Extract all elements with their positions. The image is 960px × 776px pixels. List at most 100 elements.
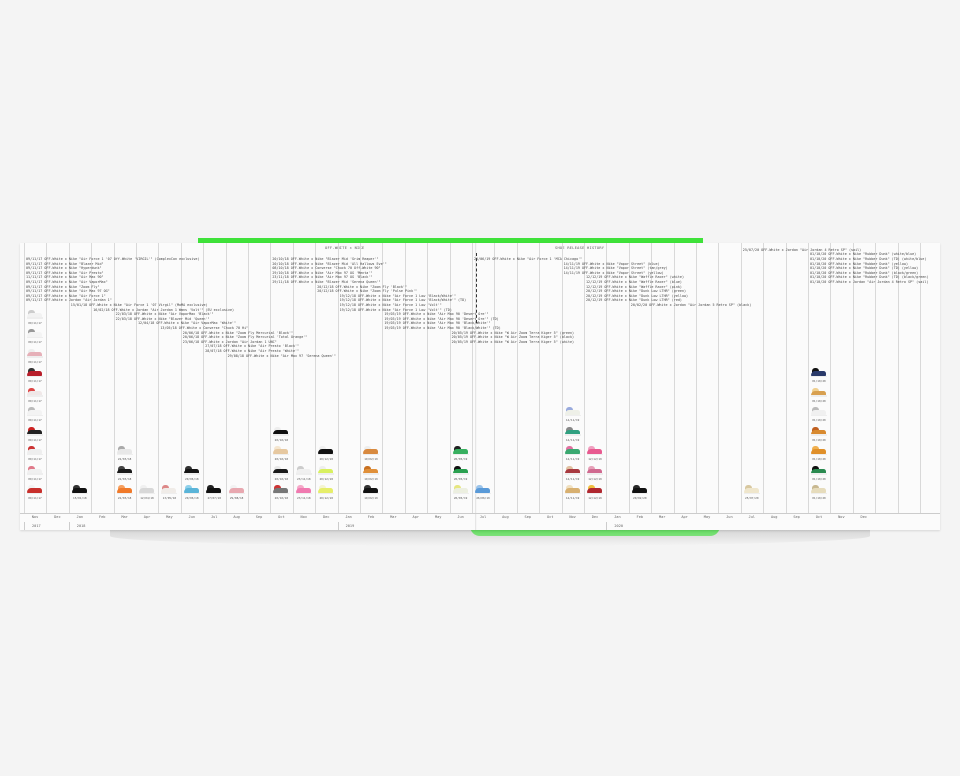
sneaker-shape: [318, 492, 335, 494]
sneaker-date-label: 01/10/20: [812, 496, 826, 500]
sneaker-shape: [587, 488, 602, 493]
sneaker-shape: [565, 485, 573, 490]
release-entry: 01/10/20 OFF-White x Nike "Rubber Dunk" …: [810, 275, 929, 280]
release-entry: 27/07/18 OFF-White x Nike "Air Presto 'B…: [205, 344, 300, 349]
sneaker-shape: [811, 371, 826, 376]
sneaker-image: [116, 485, 133, 494]
sneaker-shape: [811, 375, 827, 377]
sneaker-image: [27, 368, 43, 377]
release-entry: 12/12/19 OFF-White x Nike "Waffle Racer"…: [586, 284, 682, 289]
release-entry: 13/05/18 OFF-White x Converse "Chuck 70 …: [160, 326, 249, 330]
column-divider: [673, 243, 675, 513]
sneaker-shape: [273, 449, 289, 454]
release-entry: 09/11/17 OFF-White x Nike "Air Force 1": [26, 293, 106, 298]
sneaker-shape: [27, 468, 42, 474]
sneaker-shape: [116, 449, 132, 454]
sneaker-shape: [27, 473, 43, 475]
release-entry: 09/11/17 OFF-White x Nike "Air Force 1 '…: [26, 257, 200, 261]
sneaker-date-label: 14/11/19: [565, 437, 580, 442]
sneaker-shape: [812, 368, 819, 373]
sneaker-date-label: 20/05/19: [453, 457, 468, 461]
sneaker-shape: [318, 449, 334, 454]
column-divider: [91, 243, 93, 513]
sneaker-shape: [811, 414, 827, 416]
sneaker-date-label: 01/10/20: [812, 398, 826, 403]
sneaker-image: [564, 426, 581, 436]
month-label: Oct: [815, 515, 823, 519]
column-divider: [628, 243, 630, 513]
column-divider: [248, 243, 249, 513]
sneaker-shape: [631, 488, 647, 493]
sneaker-image: [273, 465, 290, 475]
sneaker-shape: [27, 332, 42, 337]
release-entry: 19/12/18 OFF-White x Nike "Air Force 1 L…: [339, 293, 456, 298]
sneaker-shape: [318, 488, 334, 493]
column-divider: [875, 243, 877, 513]
month-label: Mar: [658, 515, 666, 519]
column-divider: [427, 243, 429, 513]
month-label: Apr: [143, 515, 151, 519]
sneaker-shape: [273, 492, 290, 494]
column-divider: [516, 243, 518, 513]
release-entry: 15/01/18 OFF-White x Nike "Air Force 1 '…: [70, 303, 208, 307]
column-divider: [337, 243, 339, 513]
sneaker-shape: [296, 465, 304, 471]
sneaker-date-label: 09/11/17: [28, 379, 42, 383]
release-entry: 09/11/17 OFF-White x Nike "Zoom Fly": [26, 284, 100, 289]
sneaker-shape: [27, 395, 43, 397]
sneaker-date-label: 12/12/19: [588, 457, 602, 461]
sneaker-shape: [228, 488, 244, 493]
sneaker-date-label: 19/02/19: [364, 476, 378, 481]
sneaker-shape: [811, 453, 827, 455]
column-divider: [763, 243, 765, 513]
sneaker-shape: [71, 492, 88, 494]
sneaker-shape: [27, 453, 43, 455]
column-divider: [897, 243, 899, 513]
sneaker-shape: [28, 387, 35, 393]
release-entry: 19/03/19 OFF-White x Nike "Air Max 90 'B…: [384, 321, 491, 326]
sneaker-shape: [274, 446, 282, 451]
sneaker-date-label: 25/07/20: [745, 496, 759, 500]
sneaker-date-label: 23/11/18: [297, 476, 311, 481]
sneaker-shape: [139, 492, 155, 494]
sneaker-shape: [363, 468, 378, 474]
sneaker-image: [116, 446, 133, 455]
sneaker-date-label: 12/04/18: [140, 496, 154, 500]
column-divider: [382, 243, 384, 513]
sneaker-shape: [564, 434, 581, 436]
sneaker-shape: [476, 485, 483, 490]
release-entry: 09/11/17 OFF-White x Nike "Blazer Mid": [26, 261, 104, 266]
sneaker-image: [475, 485, 491, 494]
sneaker-shape: [116, 453, 133, 455]
sneaker-shape: [318, 468, 334, 474]
sneaker-shape: [27, 317, 43, 319]
sneaker-image: [743, 485, 760, 494]
sneaker-shape: [161, 492, 178, 494]
sneaker-image: [811, 465, 827, 475]
sneaker-date-label: 20/10/18: [274, 496, 289, 500]
release-entry: 28/07/18 OFF-White x Nike "Air Presto 'W…: [205, 349, 300, 353]
sneaker-date-label: 20/06/18: [185, 476, 199, 481]
sneaker-shape: [27, 410, 42, 415]
sneaker-shape: [274, 485, 282, 490]
month-label: Jul: [210, 515, 218, 519]
sneaker-image: [811, 368, 827, 377]
release-entry: 12/12/19 OFF-White x Nike "Waffle Racer"…: [586, 275, 684, 280]
release-entry: 08/10/18 OFF-White x Converse "Chuck 70 …: [272, 266, 381, 271]
sneaker-shape: [475, 488, 490, 493]
year-divider: [24, 522, 25, 530]
sneaker-shape: [228, 492, 245, 494]
sneaker-shape: [183, 488, 199, 493]
sneaker-image: [452, 465, 469, 475]
sneaker-image: [161, 485, 178, 494]
sneaker-shape: [28, 465, 35, 471]
release-entry: 20/10/18 OFF-White x Nike "Blazer Mid 'A…: [272, 261, 387, 266]
month-label: Nov: [300, 515, 308, 519]
sneaker-date-label: 09/11/17: [28, 418, 42, 422]
sneaker-date-label: 29/08/18: [229, 496, 244, 500]
sneaker-shape: [587, 492, 603, 494]
release-entry: 29/10/18 OFF-White x Nike "Air Max 97 OG…: [272, 270, 373, 275]
sneaker-shape: [28, 426, 35, 432]
sneaker-date-label: 14/11/19: [565, 496, 580, 500]
